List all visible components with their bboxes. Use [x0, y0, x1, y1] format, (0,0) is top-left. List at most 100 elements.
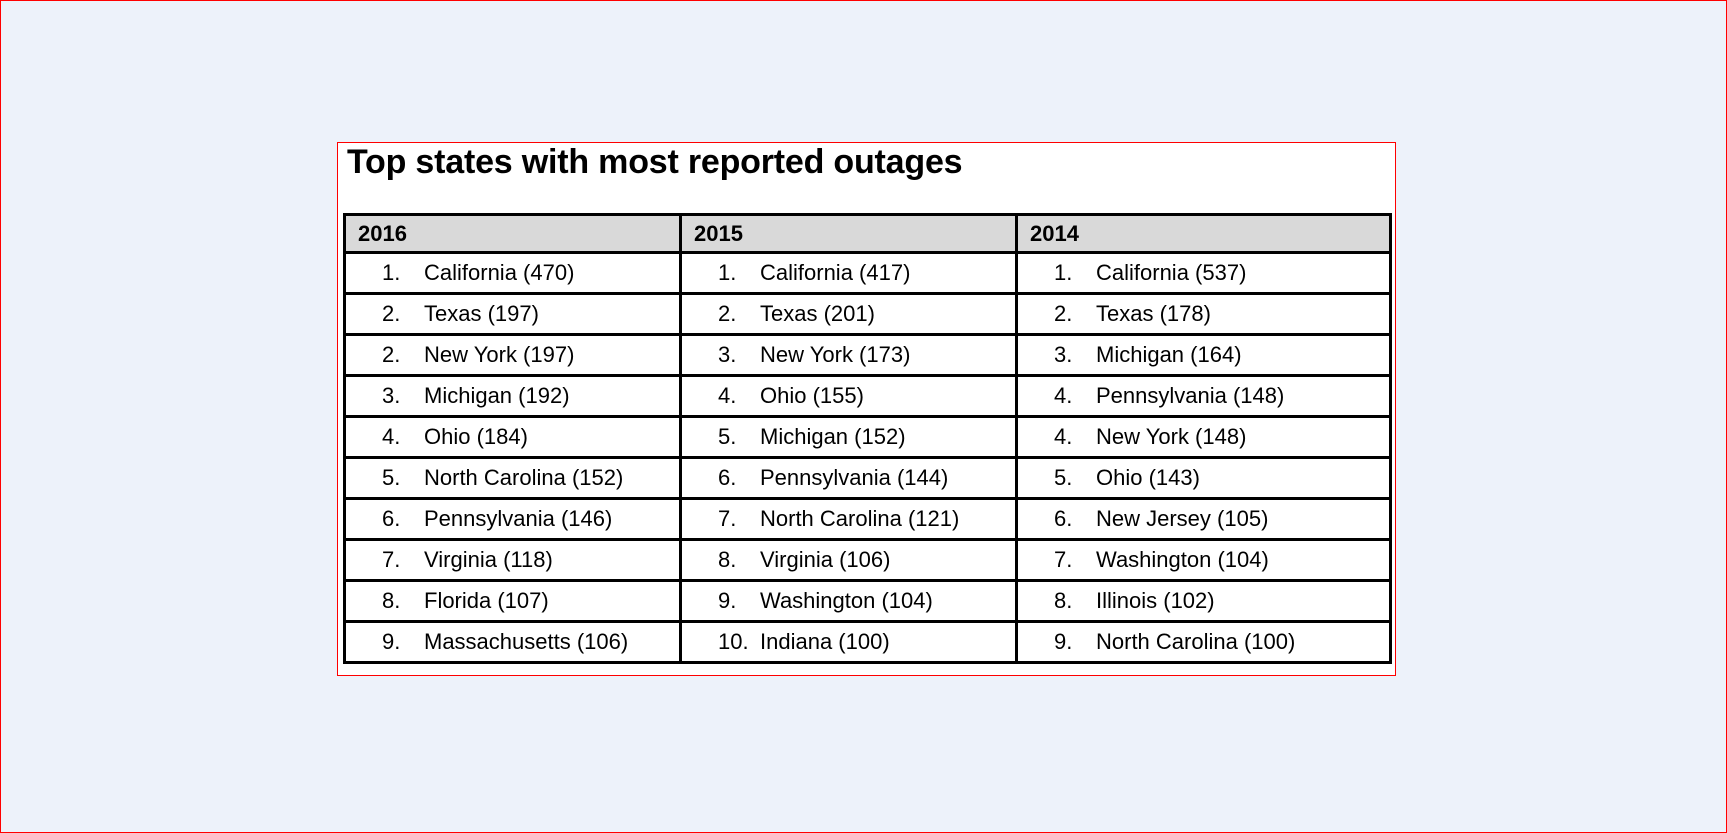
table-cell: 8. Florida (107)	[343, 579, 682, 623]
state-entry: North Carolina (152)	[424, 465, 624, 490]
table-cell: 9. North Carolina (100)	[1015, 620, 1392, 664]
column-header-2015: 2015	[679, 213, 1018, 254]
rank-number: 5.	[718, 424, 737, 449]
rank-number: 3.	[1054, 342, 1073, 367]
state-entry: New York (173)	[760, 342, 911, 367]
table-cell: 7. North Carolina (121)	[679, 497, 1018, 541]
table-row: 4. Ohio (184) 5. Michigan (152) 4. New York (…	[343, 415, 1392, 459]
rank-number: 5.	[382, 465, 401, 490]
rank-number: 8.	[1054, 588, 1073, 613]
state-entry: California (417)	[760, 260, 911, 285]
state-entry: North Carolina (100)	[1096, 629, 1296, 654]
state-entry: Ohio (143)	[1096, 465, 1200, 490]
rank-number: 4.	[382, 424, 401, 449]
rank-number: 6.	[382, 506, 401, 531]
rank-number: 1.	[718, 260, 737, 285]
rank-number: 7.	[1054, 547, 1073, 572]
rank-number: 4.	[1054, 383, 1073, 408]
rank-number: 6.	[1054, 506, 1073, 531]
state-entry: Indiana (100)	[760, 629, 890, 654]
table-cell: 3. New York (173)	[679, 333, 1018, 377]
state-entry: Ohio (184)	[424, 424, 528, 449]
state-entry: Washington (104)	[760, 588, 933, 613]
rank-number: 4.	[1054, 424, 1073, 449]
table-row: 6. Pennsylvania (146) 7. North Carolina (12…	[343, 497, 1392, 541]
state-entry: Texas (201)	[760, 301, 875, 326]
table-cell: 4. Ohio (184)	[343, 415, 682, 459]
rank-number: 2.	[382, 301, 401, 326]
table-cell: 5. North Carolina (152)	[343, 456, 682, 500]
state-entry: Michigan (152)	[760, 424, 906, 449]
rank-number: 6.	[718, 465, 737, 490]
table-row: 8. Florida (107) 9. Washington (104) 8. Illin…	[343, 579, 1392, 623]
table-row: 9. Massachusetts (106) 10. Indiana (100) 9. N…	[343, 620, 1392, 664]
rank-number: 9.	[1054, 629, 1073, 654]
rank-number: 10.	[718, 629, 749, 654]
table-row: 1. California (470) 1. California (417) 1. Ca…	[343, 251, 1392, 295]
state-entry: Illinois (102)	[1096, 588, 1215, 613]
state-entry: North Carolina (121)	[760, 506, 960, 531]
table-row: 2. Texas (197) 2. Texas (201) 2. Texas (178)	[343, 292, 1392, 336]
table-cell: 2. New York (197)	[343, 333, 682, 377]
table-cell: 6. Pennsylvania (146)	[343, 497, 682, 541]
outages-card: Top states with most reported outages 20…	[337, 142, 1396, 676]
column-header-2016: 2016	[343, 213, 682, 254]
state-entry: California (470)	[424, 260, 575, 285]
state-entry: Texas (197)	[424, 301, 539, 326]
table-cell: 8. Illinois (102)	[1015, 579, 1392, 623]
table-cell: 6. New Jersey (105)	[1015, 497, 1392, 541]
state-entry: Virginia (106)	[760, 547, 891, 572]
rank-number: 1.	[382, 260, 401, 285]
table-cell: 9. Massachusetts (106)	[343, 620, 682, 664]
rank-number: 2.	[382, 342, 401, 367]
state-entry: Pennsylvania (144)	[760, 465, 949, 490]
table-cell: 1. California (470)	[343, 251, 682, 295]
table-row: 5. North Carolina (152) 6. Pennsylvania (14…	[343, 456, 1392, 500]
table-cell: 7. Washington (104)	[1015, 538, 1392, 582]
state-entry: Washington (104)	[1096, 547, 1269, 572]
table-cell: 5. Michigan (152)	[679, 415, 1018, 459]
state-entry: Pennsylvania (146)	[424, 506, 613, 531]
state-entry: Texas (178)	[1096, 301, 1211, 326]
table-row: 2. New York (197) 3. New York (173) 3. Michig…	[343, 333, 1392, 377]
state-entry: Michigan (192)	[424, 383, 570, 408]
state-entry: Ohio (155)	[760, 383, 864, 408]
rank-number: 9.	[718, 588, 737, 613]
page-title: Top states with most reported outages	[347, 143, 963, 181]
rank-number: 2.	[718, 301, 737, 326]
rank-number: 4.	[718, 383, 737, 408]
table-cell: 9. Washington (104)	[679, 579, 1018, 623]
table-cell: 3. Michigan (192)	[343, 374, 682, 418]
rank-number: 7.	[382, 547, 401, 572]
table-cell: 5. Ohio (143)	[1015, 456, 1392, 500]
state-entry: Massachusetts (106)	[424, 629, 629, 654]
table-cell: 10. Indiana (100)	[679, 620, 1018, 664]
rank-number: 5.	[1054, 465, 1073, 490]
state-entry: California (537)	[1096, 260, 1247, 285]
table-cell: 2. Texas (201)	[679, 292, 1018, 336]
rank-number: 3.	[382, 383, 401, 408]
table-cell: 3. Michigan (164)	[1015, 333, 1392, 377]
rank-number: 7.	[718, 506, 737, 531]
rank-number: 8.	[718, 547, 737, 572]
state-entry: Florida (107)	[424, 588, 549, 613]
rank-number: 2.	[1054, 301, 1073, 326]
table-cell: 1. California (417)	[679, 251, 1018, 295]
table-cell: 7. Virginia (118)	[343, 538, 682, 582]
table-cell: 2. Texas (178)	[1015, 292, 1392, 336]
table-row: 7. Virginia (118) 8. Virginia (106) 7. Washin…	[343, 538, 1392, 582]
state-entry: Virginia (118)	[424, 547, 553, 572]
table-cell: 4. Ohio (155)	[679, 374, 1018, 418]
rank-number: 3.	[718, 342, 737, 367]
table-cell: 6. Pennsylvania (144)	[679, 456, 1018, 500]
table-cell: 4. New York (148)	[1015, 415, 1392, 459]
state-entry: Michigan (164)	[1096, 342, 1242, 367]
table-cell: 1. California (537)	[1015, 251, 1392, 295]
rank-number: 1.	[1054, 260, 1073, 285]
table-row: 3. Michigan (192) 4. Ohio (155) 4. Pennsylvan…	[343, 374, 1392, 418]
table-cell: 4. Pennsylvania (148)	[1015, 374, 1392, 418]
table-cell: 8. Virginia (106)	[679, 538, 1018, 582]
outages-table: 2016 2015 2014 1. California (470) 1. Calif…	[343, 213, 1392, 664]
table-cell: 2. Texas (197)	[343, 292, 682, 336]
state-entry: New York (148)	[1096, 424, 1247, 449]
